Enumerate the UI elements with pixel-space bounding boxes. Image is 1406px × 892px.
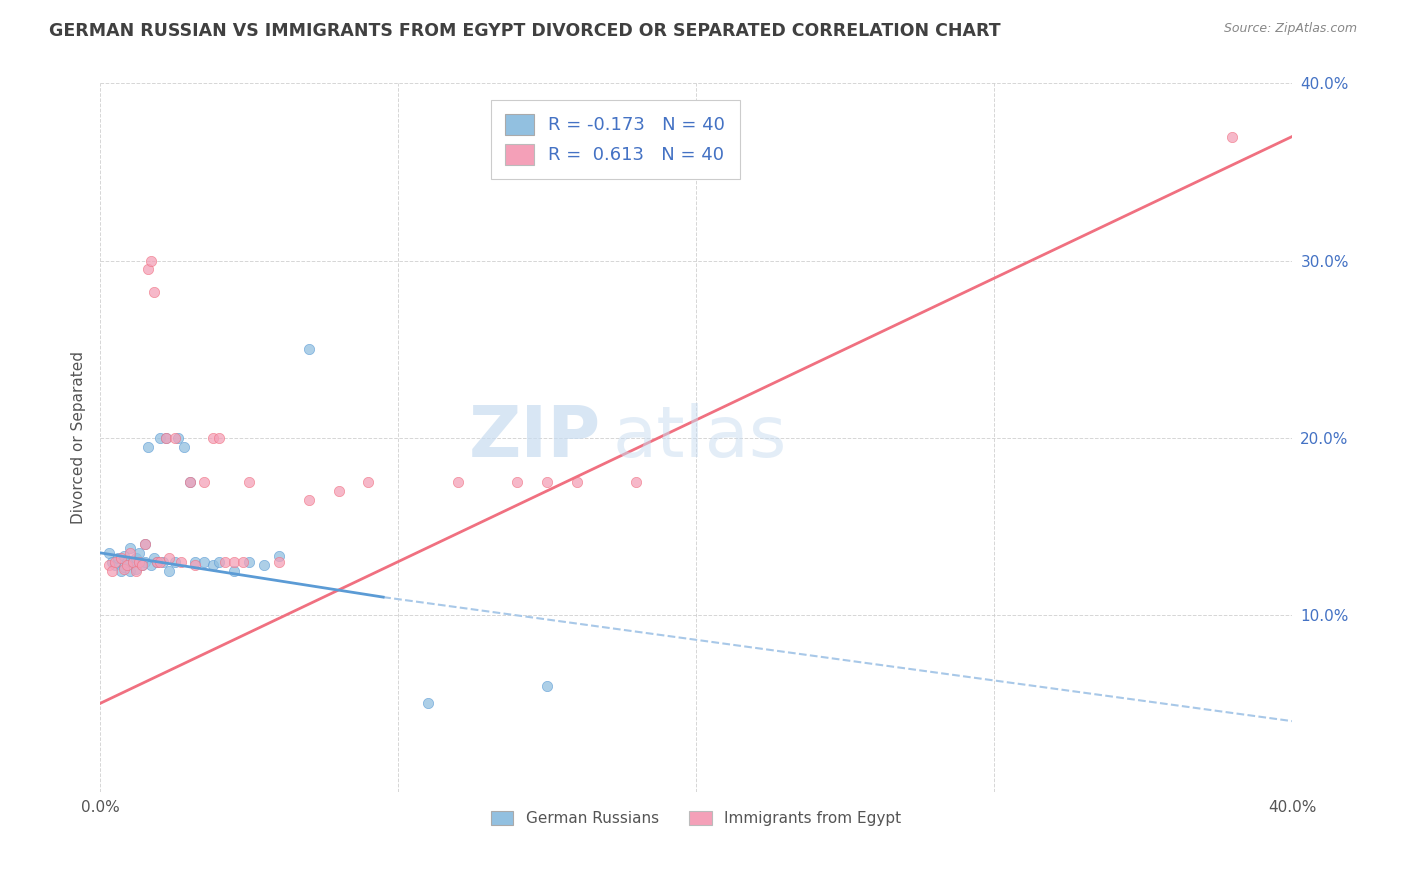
Point (142, 551, 165, 566)
Point (125, 564, 148, 578)
Point (142, 285, 165, 300)
Point (253, 558, 276, 573)
Point (118, 546, 141, 560)
Point (202, 431, 225, 445)
Point (208, 555, 231, 569)
Point (173, 440, 195, 454)
Point (104, 555, 127, 569)
Point (136, 262, 159, 277)
Point (267, 549, 290, 564)
Point (416, 697, 439, 711)
Point (157, 564, 180, 578)
Point (447, 475, 470, 489)
Point (506, 475, 529, 489)
Point (193, 475, 215, 489)
Point (128, 546, 150, 560)
Point (101, 555, 124, 569)
Point (101, 564, 124, 578)
Point (152, 555, 174, 569)
Point (128, 555, 150, 569)
Point (214, 555, 236, 569)
Text: Source: ZipAtlas.com: Source: ZipAtlas.com (1223, 22, 1357, 36)
Point (238, 475, 260, 489)
Point (536, 679, 558, 693)
Point (122, 555, 145, 569)
Y-axis label: Divorced or Separated: Divorced or Separated (72, 351, 86, 524)
Point (179, 475, 201, 489)
Point (536, 475, 558, 489)
Point (98, 558, 121, 573)
Point (145, 555, 167, 569)
Point (298, 342, 321, 356)
Text: atlas: atlas (613, 403, 787, 472)
Point (145, 555, 167, 569)
Point (357, 475, 380, 489)
Point (155, 431, 177, 445)
Point (208, 431, 231, 445)
Point (224, 564, 246, 578)
Point (169, 555, 191, 569)
Point (193, 555, 215, 569)
Point (134, 555, 156, 569)
Point (115, 555, 138, 569)
Text: ZIP: ZIP (468, 403, 600, 472)
Point (157, 551, 180, 566)
Point (163, 431, 186, 445)
Point (112, 560, 135, 574)
Point (626, 475, 648, 489)
Point (163, 555, 186, 569)
Point (98, 546, 121, 560)
Point (155, 431, 177, 445)
Point (179, 475, 201, 489)
Point (118, 564, 141, 578)
Point (238, 555, 260, 569)
Point (149, 431, 172, 445)
Point (202, 558, 225, 573)
Point (112, 562, 135, 576)
Point (298, 492, 321, 507)
Point (139, 558, 162, 573)
Point (131, 558, 153, 573)
Point (110, 564, 132, 578)
Point (131, 558, 153, 573)
Point (139, 253, 162, 268)
Point (134, 537, 156, 551)
Point (125, 551, 148, 566)
Point (328, 483, 350, 498)
Text: GERMAN RUSSIAN VS IMMIGRANTS FROM EGYPT DIVORCED OR SEPARATED CORRELATION CHART: GERMAN RUSSIAN VS IMMIGRANTS FROM EGYPT … (49, 22, 1001, 40)
Point (565, 475, 588, 489)
Point (136, 440, 159, 454)
Point (112, 549, 135, 564)
Point (110, 551, 132, 566)
Legend: German Russians, Immigrants from Egypt: German Russians, Immigrants from Egypt (482, 804, 910, 834)
Point (267, 555, 290, 569)
Point (104, 558, 127, 573)
Point (166, 431, 188, 445)
Point (134, 537, 156, 551)
Point (149, 555, 172, 569)
Point (118, 541, 141, 555)
Point (232, 555, 254, 569)
Point (107, 551, 129, 566)
Point (184, 558, 207, 573)
Point (125, 562, 148, 576)
Point (184, 555, 207, 569)
Point (1222, 129, 1244, 144)
Point (224, 555, 246, 569)
Point (122, 555, 145, 569)
Point (115, 558, 138, 573)
